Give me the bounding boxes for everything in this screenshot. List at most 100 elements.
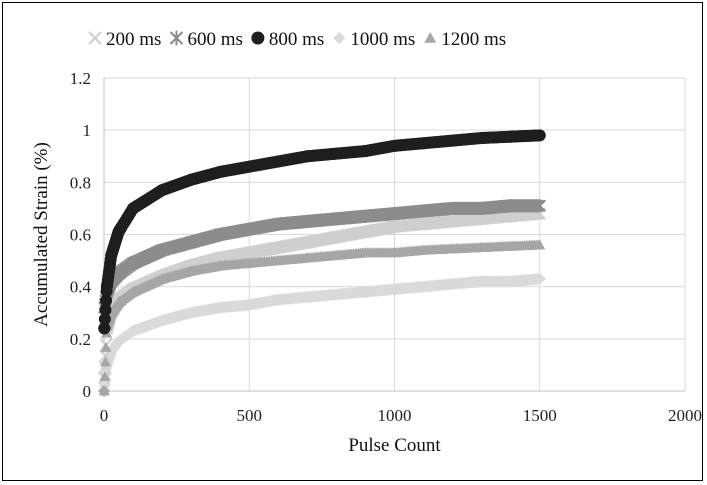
data-point: [272, 217, 285, 231]
data-point: [243, 257, 255, 268]
data-point: [388, 139, 401, 152]
gridlines: [103, 77, 686, 392]
data-point: [330, 212, 343, 226]
x-tick-label: 2000: [668, 406, 702, 425]
data-point: [446, 215, 459, 228]
plot-area: [98, 129, 546, 397]
legend-label: 1000 ms: [350, 29, 415, 50]
data-point: [447, 243, 459, 254]
data-point: [243, 246, 256, 259]
legend-marker: [424, 32, 437, 43]
data-point: [504, 130, 517, 143]
data-point: [389, 247, 400, 258]
x-tick-label: 0: [100, 406, 109, 425]
y-tick-label: 0.6: [70, 226, 91, 245]
data-point: [533, 272, 546, 285]
data-point: [243, 160, 256, 173]
data-point: [99, 349, 112, 363]
data-point: [126, 256, 140, 270]
origin-point: [98, 385, 110, 397]
data-point: [418, 244, 430, 255]
data-point: [330, 249, 342, 260]
legend-marker: [251, 31, 265, 45]
data-point: [359, 145, 372, 158]
series-800-ms: [98, 129, 546, 335]
data-point: [475, 201, 488, 216]
data-point: [359, 209, 372, 223]
data-point: [185, 265, 197, 276]
data-point: [417, 280, 430, 293]
data-point: [243, 222, 256, 236]
data-point: [100, 280, 113, 293]
data-point: [243, 298, 256, 311]
data-point: [475, 131, 488, 144]
chart-frame: 0 0.2 0.4 0.6 0.8 1 1.2 0 500 1000 1500 2000 200 ms…: [2, 2, 703, 481]
data-point: [272, 241, 285, 254]
data-point: [184, 235, 198, 249]
x-tick-label: 500: [237, 406, 263, 425]
data-point: [127, 325, 140, 338]
data-point: [127, 202, 140, 215]
legend-marker: [88, 31, 102, 45]
data-point: [417, 217, 430, 231]
legend-marker: [333, 32, 346, 44]
data-point: [100, 342, 112, 352]
legend-item-200-ms: 200 ms: [88, 29, 161, 50]
data-point: [112, 225, 125, 238]
series-600-ms: [98, 199, 546, 315]
data-point: [417, 137, 430, 150]
data-point: [388, 283, 401, 296]
data-point: [113, 296, 125, 307]
data-point: [504, 275, 517, 288]
legend-item-600-ms: 600 ms: [169, 29, 243, 50]
data-point: [99, 356, 111, 367]
data-point: [301, 214, 314, 229]
legend-item-800-ms: 800 ms: [251, 29, 324, 50]
data-point: [505, 240, 517, 251]
y-tick-label: 0.4: [70, 278, 92, 297]
chart-svg: 0 0.2 0.4 0.6 0.8 1 1.2 0 500 1000 1500 2000 200 ms…: [31, 29, 702, 456]
data-point: [156, 314, 169, 327]
y-axis-label: Accumulated Strain (%): [31, 142, 52, 327]
data-point: [359, 225, 372, 239]
data-point: [330, 230, 343, 244]
legend-label: 600 ms: [187, 29, 242, 50]
data-point: [301, 291, 314, 304]
legend-label: 1200 ms: [441, 29, 506, 50]
data-point: [359, 247, 371, 258]
x-tick-label: 1000: [378, 406, 412, 425]
series-1200-ms: [98, 239, 546, 396]
data-point: [533, 129, 546, 142]
data-point: [99, 303, 112, 316]
data-point: [272, 155, 285, 168]
data-point: [272, 255, 284, 265]
data-point: [213, 227, 227, 242]
data-point: [156, 273, 168, 284]
data-point: [98, 313, 111, 326]
data-point: [214, 165, 227, 178]
data-point: [417, 204, 430, 218]
data-point: [388, 207, 401, 221]
legend-marker: [169, 30, 184, 46]
data-point: [532, 199, 545, 213]
data-point: [534, 239, 546, 250]
data-point: [359, 285, 372, 298]
data-point: [475, 275, 488, 288]
data-point: [301, 252, 313, 263]
data-point: [99, 371, 111, 381]
data-point: [105, 249, 118, 262]
legend-item-1200-ms: 1200 ms: [424, 29, 506, 50]
x-axis-label: Pulse Count: [348, 435, 441, 456]
y-tick-label: 1: [83, 121, 92, 140]
data-point: [446, 134, 459, 147]
data-point: [301, 236, 314, 249]
data-point: [112, 335, 125, 348]
y-tick-label: 0.2: [70, 330, 91, 349]
data-point: [185, 306, 198, 319]
data-point: [446, 278, 459, 291]
data-point: [476, 242, 488, 252]
data-point: [155, 243, 169, 257]
data-point: [214, 301, 227, 314]
data-point: [214, 260, 226, 271]
data-point: [475, 212, 488, 226]
